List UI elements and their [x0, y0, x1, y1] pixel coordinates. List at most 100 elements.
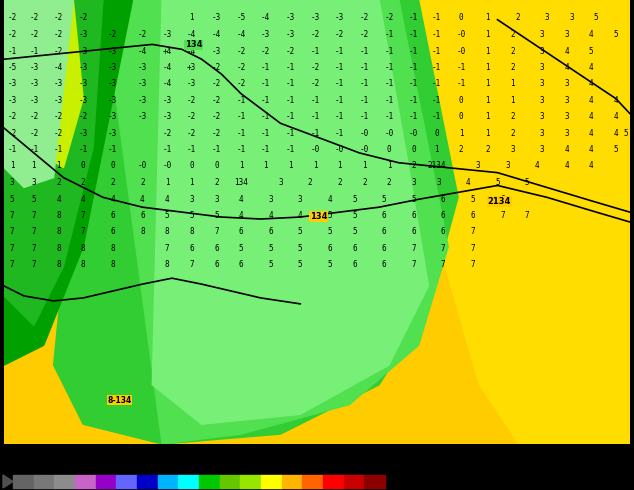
- Text: -2: -2: [54, 129, 63, 138]
- Text: 6: 6: [328, 244, 332, 253]
- Text: 3: 3: [214, 195, 219, 204]
- Text: 3: 3: [540, 79, 544, 88]
- Text: 6: 6: [190, 244, 194, 253]
- Text: -1: -1: [335, 47, 344, 56]
- Text: 2: 2: [510, 47, 515, 56]
- Text: 4: 4: [589, 79, 593, 88]
- Text: 0: 0: [459, 112, 463, 121]
- Text: 6: 6: [214, 260, 219, 269]
- Text: 1: 1: [313, 161, 318, 170]
- Text: -4: -4: [54, 63, 63, 72]
- Text: -2: -2: [8, 30, 16, 39]
- Text: -38: -38: [68, 489, 81, 490]
- Text: -1: -1: [286, 112, 295, 121]
- Text: 0: 0: [387, 146, 391, 154]
- Text: 4: 4: [56, 195, 61, 204]
- Text: 3: 3: [298, 195, 302, 204]
- Text: 7: 7: [500, 211, 505, 220]
- Text: 5: 5: [525, 178, 529, 187]
- Text: 7: 7: [190, 260, 194, 269]
- Text: 4: 4: [465, 178, 470, 187]
- Polygon shape: [4, 0, 83, 168]
- Text: -48: -48: [27, 489, 40, 490]
- Text: -30: -30: [89, 489, 102, 490]
- Text: 2: 2: [515, 13, 520, 22]
- Text: 0: 0: [214, 161, 219, 170]
- Text: 3: 3: [32, 178, 36, 187]
- Text: -3: -3: [79, 30, 88, 39]
- Text: -3: -3: [311, 13, 320, 22]
- Text: 3: 3: [540, 47, 544, 56]
- Text: 5: 5: [32, 195, 36, 204]
- Text: 42: 42: [339, 489, 348, 490]
- Text: 2: 2: [337, 178, 342, 187]
- Text: 1: 1: [337, 161, 342, 170]
- Text: -5: -5: [8, 63, 16, 72]
- Text: 4: 4: [110, 195, 115, 204]
- Text: 7: 7: [32, 211, 36, 220]
- Text: -1: -1: [236, 129, 245, 138]
- Text: -1: -1: [261, 96, 270, 105]
- Text: 1: 1: [510, 96, 515, 105]
- Text: -0: -0: [359, 146, 369, 154]
- Text: 2: 2: [510, 112, 515, 121]
- Text: 3: 3: [564, 30, 569, 39]
- Bar: [302, 475, 323, 488]
- Text: Height/Temp. 850 hPa [gdmp][°C] ECMWF: Height/Temp. 850 hPa [gdmp][°C] ECMWF: [3, 446, 234, 456]
- Text: -2: -2: [138, 30, 147, 39]
- Text: -1: -1: [29, 146, 39, 154]
- Text: 2134: 2134: [488, 197, 511, 206]
- Text: -3: -3: [286, 30, 295, 39]
- Text: 3: 3: [540, 129, 544, 138]
- Text: 8: 8: [81, 260, 86, 269]
- Text: -1: -1: [359, 96, 369, 105]
- Text: 6: 6: [352, 244, 357, 253]
- Text: -3: -3: [79, 47, 88, 56]
- Text: 6: 6: [500, 195, 505, 204]
- Text: -2: -2: [187, 112, 197, 121]
- Text: -1: -1: [409, 112, 418, 121]
- Text: -1: -1: [286, 146, 295, 154]
- Text: 1: 1: [288, 161, 293, 170]
- Text: 7: 7: [470, 227, 476, 236]
- Text: +3: +3: [187, 63, 197, 72]
- Text: 5: 5: [589, 47, 593, 56]
- Text: -2: -2: [236, 63, 245, 72]
- Bar: [344, 475, 365, 488]
- Text: -4: -4: [138, 47, 147, 56]
- Text: -4: -4: [212, 30, 221, 39]
- Text: -0: -0: [456, 47, 465, 56]
- Text: 8: 8: [165, 260, 169, 269]
- Text: 2: 2: [387, 178, 391, 187]
- Text: 4: 4: [298, 211, 302, 220]
- Text: 3: 3: [540, 30, 544, 39]
- Text: 8: 8: [110, 244, 115, 253]
- Text: 3: 3: [476, 161, 480, 170]
- Text: 6: 6: [441, 227, 446, 236]
- Text: 4: 4: [589, 30, 593, 39]
- Text: -4: -4: [236, 30, 245, 39]
- Text: -5: -5: [236, 13, 245, 22]
- Text: 5: 5: [614, 146, 618, 154]
- Text: 0: 0: [459, 13, 463, 22]
- Text: 1: 1: [56, 161, 61, 170]
- Text: 4: 4: [140, 195, 145, 204]
- Text: 6: 6: [411, 227, 416, 236]
- Text: 1: 1: [239, 161, 243, 170]
- Text: 5: 5: [614, 30, 618, 39]
- Text: 6: 6: [239, 260, 243, 269]
- Text: 6: 6: [382, 260, 386, 269]
- Bar: [34, 475, 55, 488]
- Text: 6: 6: [110, 211, 115, 220]
- Text: 3: 3: [411, 178, 416, 187]
- Text: 7: 7: [165, 244, 169, 253]
- Text: -1: -1: [335, 96, 344, 105]
- Text: 5: 5: [352, 227, 357, 236]
- Text: -1: -1: [384, 112, 394, 121]
- Text: -1: -1: [359, 112, 369, 121]
- Text: -3: -3: [29, 96, 39, 105]
- Text: 5: 5: [328, 260, 332, 269]
- Text: 6: 6: [217, 489, 222, 490]
- Text: -1: -1: [8, 146, 16, 154]
- Text: 3: 3: [505, 161, 510, 170]
